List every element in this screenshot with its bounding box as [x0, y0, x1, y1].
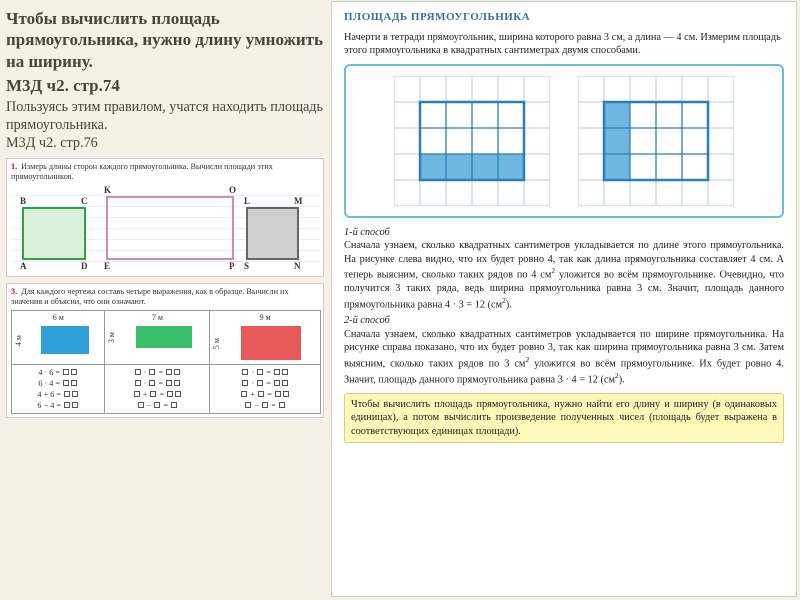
grid-right: [578, 76, 734, 206]
grid-figures: [344, 64, 784, 218]
exercise-table: 6 м4 м7 м3 м9 м5 м4 · 6 = 6 · 4 = 4 + 6 …: [11, 310, 321, 415]
grid-left: [394, 76, 550, 206]
rule-sub2: М3Д ч2. стр.76: [6, 135, 324, 153]
right-column: ПЛОЩАДЬ ПРЯМОУГОЛЬНИКА Начерти в тетради…: [330, 0, 800, 600]
rule-ref: М3Д ч2. стр.74: [6, 75, 324, 96]
method2-heading: 2-й способ: [344, 314, 784, 328]
rule-sub1: Пользуясь этим правилом, учатся находить…: [6, 99, 324, 135]
exercise-grid: BCADKOEPLMSN: [11, 185, 321, 270]
task3-num: 3.: [11, 287, 17, 296]
task1-num: 1.: [11, 162, 17, 171]
method1-text: Сначала узнаем, сколько квадратных санти…: [344, 239, 784, 312]
intro-text: Начерти в тетради прямоугольник, ширина …: [344, 31, 784, 58]
page-title: ПЛОЩАДЬ ПРЯМОУГОЛЬНИКА: [344, 10, 784, 25]
rule-heading: Чтобы вычислить площадь прямоугольника, …: [6, 8, 324, 72]
task3-text: Для каждого чертежа составь четыре выраж…: [11, 287, 288, 306]
left-column: Чтобы вычислить площадь прямоугольника, …: [0, 0, 330, 600]
task1-text: Измерь длины сторон каждого прямоугольни…: [11, 162, 273, 181]
textbook-page: ПЛОЩАДЬ ПРЯМОУГОЛЬНИКА Начерти в тетради…: [331, 1, 797, 597]
method2-text: Сначала узнаем, сколько квадратных санти…: [344, 328, 784, 387]
method1-heading: 1-й способ: [344, 226, 784, 240]
exercise-1: 1.Измерь длины сторон каждого прямоуголь…: [6, 158, 324, 277]
rule-box: Чтобы вычислить площадь прямоугольника, …: [344, 393, 784, 444]
exercise-3: 3.Для каждого чертежа составь четыре выр…: [6, 283, 324, 419]
